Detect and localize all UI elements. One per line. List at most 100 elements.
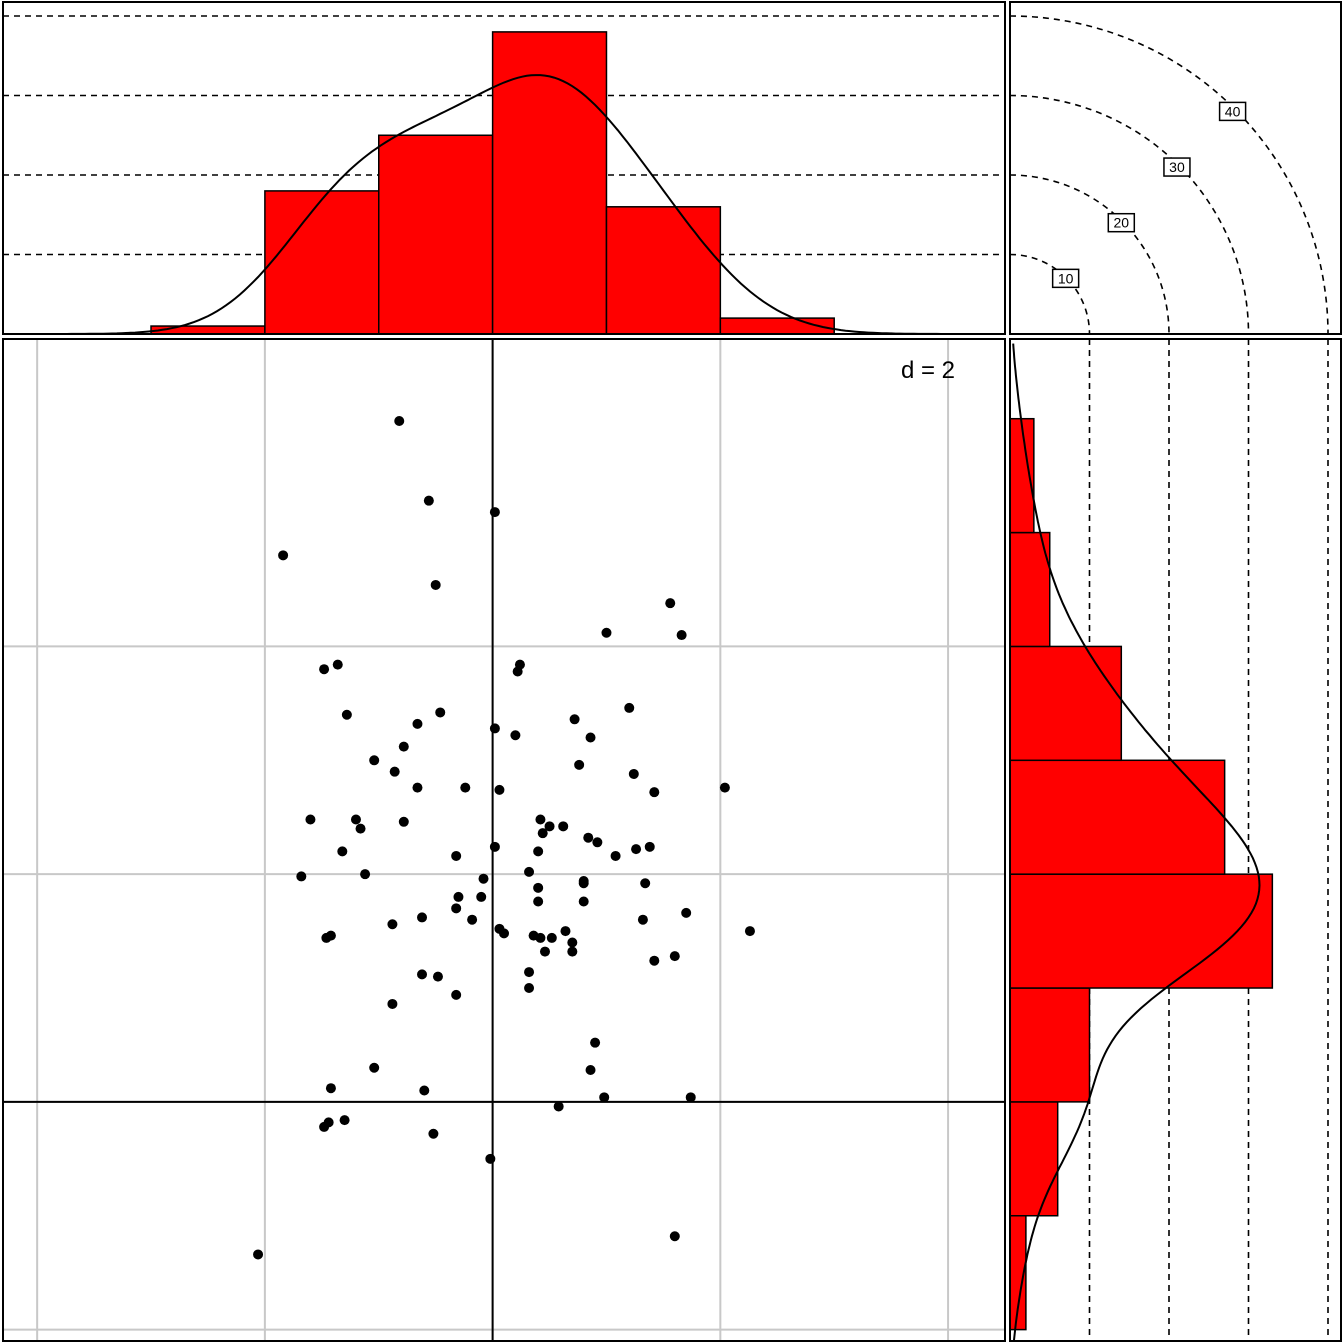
data-point-74 (499, 928, 509, 938)
data-point-79 (524, 967, 534, 977)
data-point-46 (611, 851, 621, 861)
data-point-97 (485, 1154, 495, 1164)
data-point-31 (351, 815, 361, 825)
scatter-grid (3, 339, 1005, 1341)
data-point-72 (567, 937, 577, 947)
data-point-1 (424, 496, 434, 506)
data-point-15 (570, 714, 580, 724)
data-point-7 (677, 630, 687, 640)
x-hist-bars (151, 32, 834, 334)
data-point-82 (524, 983, 534, 993)
data-point-80 (417, 969, 427, 979)
data-point-73 (745, 926, 755, 936)
data-point-88 (326, 1083, 336, 1093)
x-hist-bar-0 (151, 326, 265, 334)
data-point-86 (586, 1065, 596, 1075)
data-point-24 (390, 767, 400, 777)
y-hist-bar-1 (1010, 1102, 1058, 1216)
data-point-89 (419, 1086, 429, 1096)
data-point-95 (319, 1122, 329, 1132)
data-point-25 (412, 783, 422, 793)
data-point-2 (490, 507, 500, 517)
data-point-23 (629, 769, 639, 779)
data-point-28 (649, 787, 659, 797)
data-point-63 (467, 915, 477, 925)
data-point-10 (513, 666, 523, 676)
data-point-47 (360, 869, 370, 879)
data-point-38 (583, 833, 593, 843)
data-point-14 (342, 710, 352, 720)
data-point-60 (417, 912, 427, 922)
data-point-55 (476, 892, 486, 902)
data-point-5 (665, 598, 675, 608)
data-point-78 (649, 956, 659, 966)
count-legend-panel: 10 20 30 40 (1010, 2, 1341, 334)
data-point-48 (296, 871, 306, 881)
y-marginal-histogram (1010, 339, 1341, 1341)
data-point-42 (645, 842, 655, 852)
data-point-94 (340, 1115, 350, 1125)
data-point-76 (540, 947, 550, 957)
data-point-9 (319, 664, 329, 674)
data-point-75 (567, 947, 577, 957)
scale-annotation: d = 2 (901, 357, 955, 384)
data-point-13 (624, 703, 634, 713)
data-point-69 (326, 931, 336, 941)
data-point-71 (547, 933, 557, 943)
data-point-3 (278, 550, 288, 560)
x-hist-bar-2 (379, 135, 493, 334)
y-hist-bars (1010, 419, 1272, 1330)
count-arc-1 (1010, 175, 1169, 334)
data-point-36 (558, 821, 568, 831)
data-point-40 (490, 842, 500, 852)
data-point-6 (601, 628, 611, 638)
data-point-81 (433, 972, 443, 982)
data-point-39 (592, 837, 602, 847)
data-point-27 (494, 785, 504, 795)
data-point-41 (631, 844, 641, 854)
data-point-0 (394, 416, 404, 426)
count-arc-0 (1010, 255, 1090, 335)
data-point-52 (579, 876, 589, 886)
data-point-90 (599, 1092, 609, 1102)
y-hist-bar-3 (1010, 874, 1272, 988)
data-point-59 (451, 903, 461, 913)
scatter-panel: d = 2 (3, 339, 1005, 1341)
data-point-43 (337, 846, 347, 856)
data-point-34 (535, 815, 545, 825)
data-point-98 (670, 1231, 680, 1241)
data-point-33 (356, 824, 366, 834)
data-point-4 (431, 580, 441, 590)
data-point-11 (333, 660, 343, 670)
data-point-62 (638, 915, 648, 925)
scatter-frame (3, 339, 1005, 1341)
count-label-2: 30 (1169, 159, 1185, 175)
data-point-32 (399, 817, 409, 827)
data-point-22 (369, 755, 379, 765)
y-hist-bar-2 (1010, 988, 1090, 1102)
data-point-54 (640, 878, 650, 888)
data-point-17 (490, 723, 500, 733)
data-point-37 (538, 828, 548, 838)
data-point-96 (428, 1129, 438, 1139)
data-point-84 (387, 999, 397, 1009)
x-marginal-histogram (3, 2, 1005, 334)
x-hist-bar-4 (606, 207, 720, 334)
data-point-87 (369, 1063, 379, 1073)
y-hist-bar-4 (1010, 760, 1225, 874)
data-point-29 (720, 783, 730, 793)
data-point-16 (412, 719, 422, 729)
data-point-30 (305, 815, 315, 825)
data-point-61 (681, 908, 691, 918)
data-point-53 (533, 883, 543, 893)
data-point-85 (590, 1038, 600, 1048)
data-point-64 (387, 919, 397, 929)
data-point-99 (253, 1249, 263, 1259)
data-point-83 (451, 990, 461, 1000)
data-point-19 (586, 733, 596, 743)
count-label-1: 20 (1114, 215, 1130, 231)
data-point-57 (533, 896, 543, 906)
data-point-20 (399, 742, 409, 752)
data-point-92 (554, 1101, 564, 1111)
